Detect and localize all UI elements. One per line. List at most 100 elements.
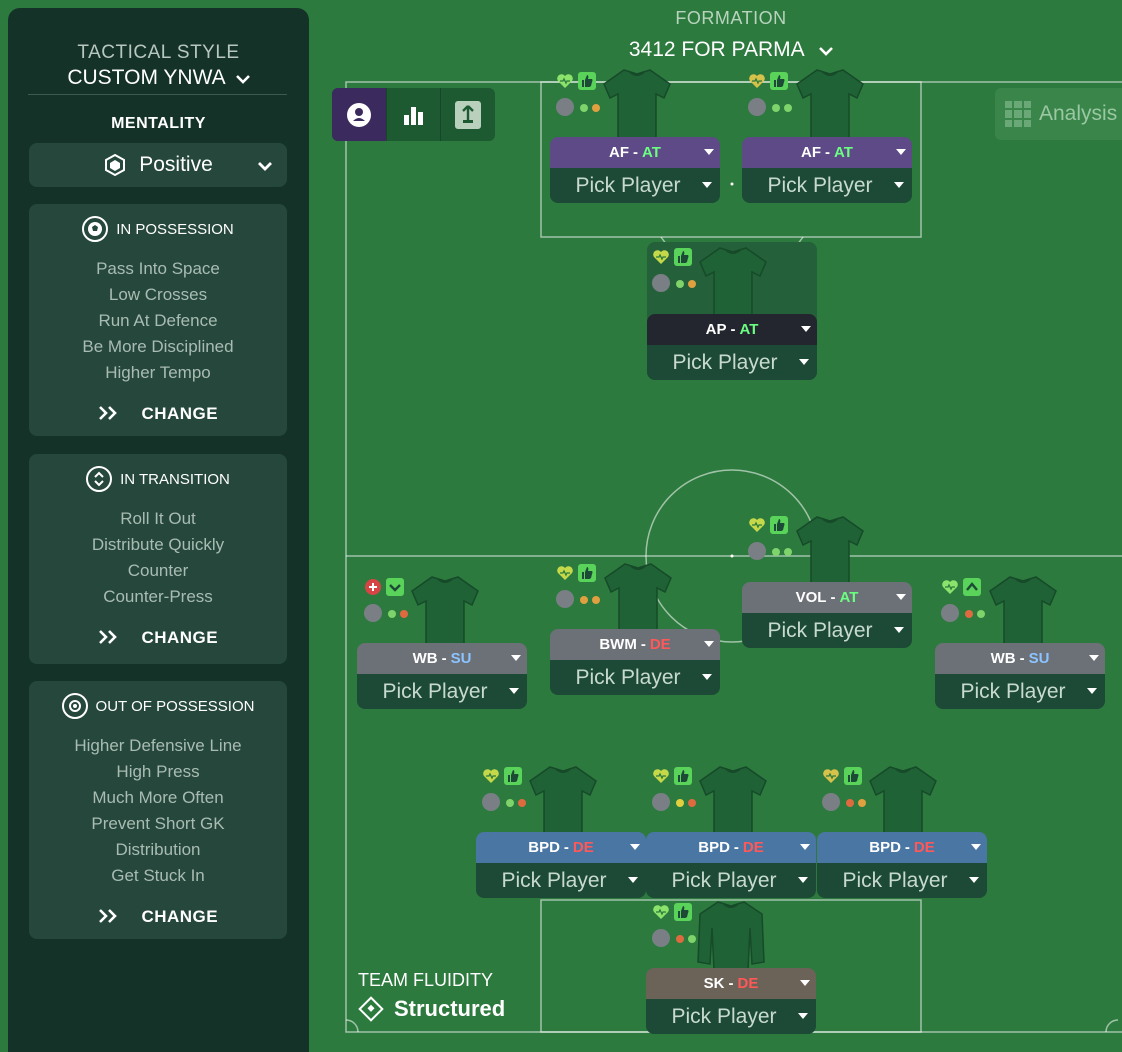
instruction-item: Distribute Quickly (91, 535, 225, 554)
status-dot (772, 104, 780, 112)
player-status-circle (748, 542, 766, 560)
in-transition-card: IN TRANSITION Roll It Out Distribute Qui… (29, 454, 287, 664)
role-selector[interactable]: SK - DE (646, 968, 816, 999)
thumbs-up-icon (674, 903, 692, 921)
transition-icon (86, 466, 113, 492)
role-separator: - (633, 144, 639, 161)
out-of-possession-change-button[interactable]: CHANGE (29, 905, 287, 928)
role-name: AP (705, 321, 727, 338)
pick-player-dropdown[interactable]: Pick Player (647, 345, 817, 380)
player-slot: BPD - DE Pick Player (646, 832, 816, 898)
pick-player-dropdown[interactable]: Pick Player (817, 863, 987, 898)
shirt-icon[interactable] (795, 66, 865, 139)
goalkeeper-shirt-icon[interactable] (696, 898, 766, 971)
chevron-down-icon (235, 71, 250, 89)
tactical-style-selector[interactable]: CUSTOM YNWA (8, 66, 309, 90)
shirt-icon[interactable] (528, 763, 598, 836)
role-separator: - (563, 839, 569, 856)
pick-player-dropdown[interactable]: Pick Player (935, 674, 1105, 709)
role-name: BPD (698, 839, 730, 856)
pick-player-dropdown[interactable]: Pick Player (646, 863, 816, 898)
role-selector[interactable]: AF - AT (550, 137, 720, 168)
status-dot (400, 610, 408, 618)
dropdown-arrow-icon (798, 1013, 808, 1019)
player-slot: WB - SU Pick Player (357, 643, 527, 709)
roles-view-button[interactable] (441, 88, 495, 141)
shirt-icon[interactable] (698, 763, 768, 836)
shirt-icon[interactable] (795, 513, 865, 586)
player-status-circle (556, 98, 574, 116)
shirt-icon[interactable] (868, 763, 938, 836)
role-name: SK (703, 975, 725, 992)
player-slot: SK - DE Pick Player (646, 968, 816, 1034)
role-selector[interactable]: AP - AT (647, 314, 817, 345)
pick-player-dropdown[interactable]: Pick Player (646, 999, 816, 1034)
stats-view-button[interactable] (387, 88, 442, 141)
pick-player-dropdown[interactable]: Pick Player (742, 168, 912, 203)
change-label: CHANGE (141, 907, 219, 926)
mentality-value: Positive (139, 153, 213, 176)
tactics-sidebar: TACTICAL STYLE CUSTOM YNWA MENTALITY Pos… (8, 8, 309, 1052)
in-possession-change-button[interactable]: CHANGE (29, 402, 287, 425)
role-selector[interactable]: AF - AT (742, 137, 912, 168)
pick-player-label: Pick Player (672, 350, 778, 374)
shirt-icon[interactable] (602, 66, 672, 139)
status-dot (858, 799, 866, 807)
role-selector[interactable]: WB - SU (357, 643, 527, 674)
role-selector[interactable]: VOL - AT (742, 582, 912, 613)
role-selector[interactable]: BWM - DE (550, 629, 720, 660)
status-dot (676, 799, 684, 807)
upload-icon (455, 100, 482, 129)
pick-player-dropdown[interactable]: Pick Player (476, 863, 646, 898)
status-dot (784, 548, 792, 556)
instruction-item: Run At Defence (98, 311, 218, 330)
out-of-possession-header: OUT OF POSSESSION (29, 693, 287, 719)
status-dot (676, 280, 684, 288)
dropdown-arrow-icon (704, 149, 714, 155)
shirt-icon[interactable] (603, 560, 673, 633)
pick-player-dropdown[interactable]: Pick Player (550, 168, 720, 203)
player-slot: AF - AT Pick Player (550, 137, 720, 203)
mentality-dropdown[interactable]: Positive (29, 143, 287, 187)
player-slot: AF - AT Pick Player (742, 137, 912, 203)
in-transition-change-button[interactable]: CHANGE (29, 626, 287, 649)
pick-player-dropdown[interactable]: Pick Player (357, 674, 527, 709)
instruction-item: Higher Tempo (105, 363, 211, 382)
dropdown-arrow-icon (511, 655, 521, 661)
shirt-icon[interactable] (698, 244, 768, 317)
player-slot: BPD - DE Pick Player (476, 832, 646, 898)
condition-heart-icon (556, 564, 574, 582)
pick-player-label: Pick Player (960, 679, 1066, 703)
role-name: BPD (528, 839, 560, 856)
role-separator: - (730, 321, 736, 338)
pick-player-label: Pick Player (501, 868, 607, 892)
role-name: WB (412, 650, 438, 667)
role-selector[interactable]: BPD - DE (476, 832, 646, 863)
status-dot (580, 596, 588, 604)
player-status-circle (652, 274, 670, 292)
dropdown-arrow-icon (702, 674, 712, 680)
instruction-item: Pass Into Space (96, 259, 220, 278)
role-selector[interactable]: WB - SU (935, 643, 1105, 674)
instruction-item: Distribution (115, 840, 201, 859)
change-label: CHANGE (141, 628, 219, 647)
pick-player-dropdown[interactable]: Pick Player (742, 613, 912, 648)
shirt-icon[interactable] (988, 573, 1058, 646)
role-selector[interactable]: BPD - DE (646, 832, 816, 863)
role-duty: AT (834, 144, 853, 161)
tactical-style-value: CUSTOM YNWA (67, 66, 226, 89)
out-of-possession-card: OUT OF POSSESSION Higher Defensive Line … (29, 681, 287, 939)
formation-selector[interactable]: 3412 FOR PARMA (600, 38, 862, 62)
pick-player-dropdown[interactable]: Pick Player (550, 660, 720, 695)
analysis-button[interactable]: Analysis (995, 88, 1122, 140)
shirt-icon[interactable] (410, 573, 480, 646)
player-view-button[interactable] (332, 88, 387, 141)
team-fluidity-selector[interactable]: Structured (358, 996, 505, 1022)
condition-heart-icon (748, 72, 766, 90)
dropdown-arrow-icon (800, 844, 810, 850)
dropdown-arrow-icon (896, 149, 906, 155)
status-dot (388, 610, 396, 618)
dropdown-arrow-icon (1089, 655, 1099, 661)
role-selector[interactable]: BPD - DE (817, 832, 987, 863)
role-separator: - (904, 839, 910, 856)
